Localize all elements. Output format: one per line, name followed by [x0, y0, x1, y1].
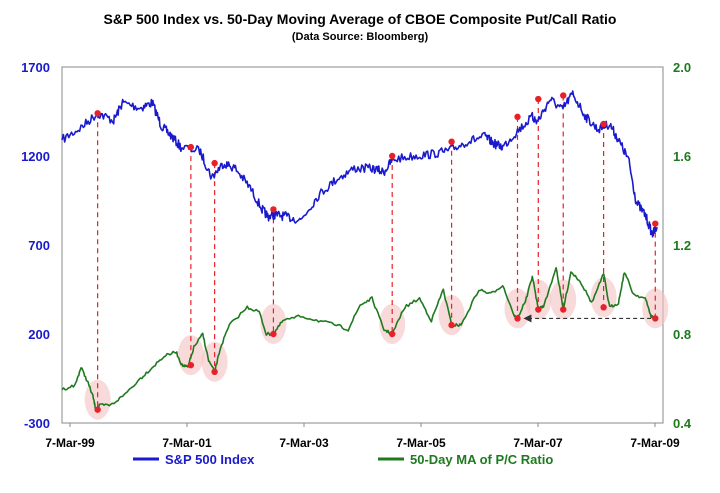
sp500-marker-4 [388, 152, 396, 160]
pc-marker-5 [448, 321, 455, 329]
right-tick-label-4: 2.0 [673, 60, 691, 75]
chart-subtitle: (Data Source: Bloomberg) [291, 31, 429, 43]
left-tick-label-1: 200 [28, 327, 50, 342]
x-tick-label-1: 7-Mar-01 [162, 436, 212, 450]
sp500-marker-3 [270, 206, 277, 213]
right-axis-ticks: 0.4 0.8 1.2 1.6 2.0 [673, 60, 692, 431]
legend-label-0: S&P 500 Index [165, 452, 255, 467]
pc-marker-2 [211, 368, 218, 376]
legend: S&P 500 Index 50-Day MA of P/C Ratio [133, 452, 553, 467]
left-tick-label-0: -300 [24, 416, 50, 431]
left-tick-label-3: 1200 [21, 149, 50, 164]
annotation-arrowhead [523, 314, 532, 323]
pc-ratio-line [61, 267, 656, 412]
pc-marker-9 [600, 304, 607, 311]
trough-halo-4 [379, 304, 406, 344]
sp500-marker-7 [535, 95, 542, 103]
x-tick-label-0: 7-Mar-99 [45, 436, 95, 450]
x-tick-label-3: 7-Mar-05 [396, 436, 446, 450]
sp500-line [61, 90, 658, 238]
x-axis-ticks: 7-Mar-99 7-Mar-01 7-Mar-03 7-Mar-05 7-Mar-07… [45, 423, 680, 450]
right-tick-label-2: 1.2 [673, 238, 691, 253]
plot-area-border [61, 66, 664, 424]
left-tick-label-2: 700 [28, 238, 50, 253]
x-tick-label-2: 7-Mar-03 [279, 436, 329, 450]
right-tick-label-0: 0.4 [673, 416, 692, 431]
sp500-marker-1 [187, 143, 195, 151]
x-tick-label-4: 7-Mar-07 [513, 436, 563, 450]
sp500-marker-5 [448, 138, 455, 145]
pc-marker-3 [270, 330, 277, 338]
pc-marker-0 [94, 406, 101, 413]
right-tick-label-1: 0.8 [673, 327, 691, 342]
halo-group [84, 277, 669, 420]
pc-marker-7 [535, 306, 542, 313]
marker-group [94, 92, 659, 413]
x-tick-label-5: 7-Mar-09 [630, 436, 680, 450]
dropline-group [97, 95, 656, 410]
legend-label-1: 50-Day MA of P/C Ratio [410, 452, 553, 467]
chart-title: S&P 500 Index vs. 50-Day Moving Average … [103, 11, 617, 27]
sp500-marker-8 [560, 92, 567, 99]
sp500-marker-2 [211, 159, 218, 167]
pc-marker-6 [514, 315, 521, 322]
sp500-marker-6 [514, 113, 521, 121]
pc-marker-4 [388, 330, 396, 338]
annotation-group [523, 314, 652, 323]
trough-halo-8 [550, 279, 577, 320]
pc-marker-1 [187, 361, 195, 369]
pc-marker-8 [560, 306, 567, 313]
left-tick-label-4: 1700 [21, 60, 50, 75]
pc-marker-10 [652, 315, 659, 322]
left-axis-ticks: -300 200 700 1200 1700 [21, 60, 50, 431]
right-tick-label-3: 1.6 [673, 149, 691, 164]
sp500-marker-0 [94, 110, 101, 117]
sp500-marker-10 [652, 220, 659, 227]
series-group [61, 90, 658, 412]
sp500-marker-9 [600, 120, 607, 128]
